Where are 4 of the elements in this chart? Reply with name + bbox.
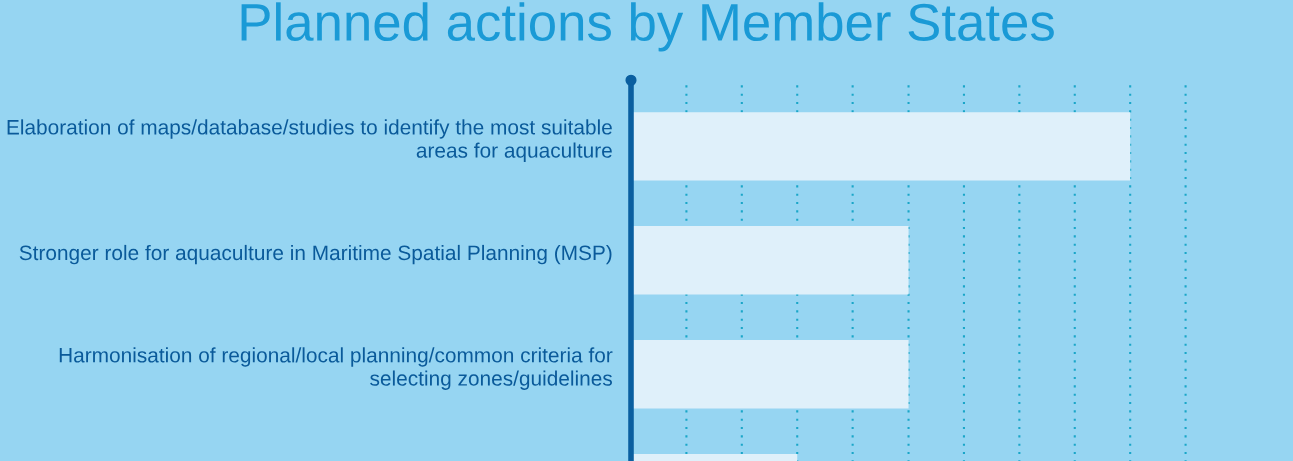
y-tick-label: Harmonisation of regional/local planning/common criteria for selecting zones/guidelines	[59, 347, 613, 390]
y-tick-label: Elaboration of maps/database/studies to identify the most suitable areas for aquaculture	[7, 119, 612, 162]
chart-title: Planned actions by Member States	[241, 2, 1054, 52]
y-tick-label: Stronger role for aquaculture in Maritime Spatial Planning (MSP)	[19, 244, 612, 265]
